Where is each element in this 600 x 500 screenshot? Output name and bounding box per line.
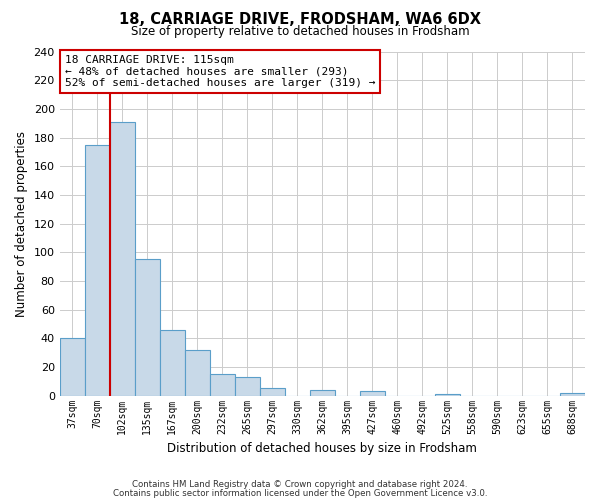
Text: Contains public sector information licensed under the Open Government Licence v3: Contains public sector information licen… — [113, 488, 487, 498]
Text: 18, CARRIAGE DRIVE, FRODSHAM, WA6 6DX: 18, CARRIAGE DRIVE, FRODSHAM, WA6 6DX — [119, 12, 481, 28]
Bar — [110, 122, 135, 396]
Text: Contains HM Land Registry data © Crown copyright and database right 2024.: Contains HM Land Registry data © Crown c… — [132, 480, 468, 489]
Bar — [260, 388, 285, 396]
Bar — [85, 144, 110, 396]
Bar — [59, 338, 85, 396]
X-axis label: Distribution of detached houses by size in Frodsham: Distribution of detached houses by size … — [167, 442, 477, 455]
Bar — [360, 392, 385, 396]
Bar — [235, 377, 260, 396]
Bar — [135, 260, 160, 396]
Text: 18 CARRIAGE DRIVE: 115sqm
← 48% of detached houses are smaller (293)
52% of semi: 18 CARRIAGE DRIVE: 115sqm ← 48% of detac… — [65, 55, 376, 88]
Bar — [185, 350, 210, 396]
Bar — [160, 330, 185, 396]
Bar — [310, 390, 335, 396]
Text: Size of property relative to detached houses in Frodsham: Size of property relative to detached ho… — [131, 25, 469, 38]
Y-axis label: Number of detached properties: Number of detached properties — [15, 130, 28, 316]
Bar — [210, 374, 235, 396]
Bar — [435, 394, 460, 396]
Bar — [560, 393, 585, 396]
